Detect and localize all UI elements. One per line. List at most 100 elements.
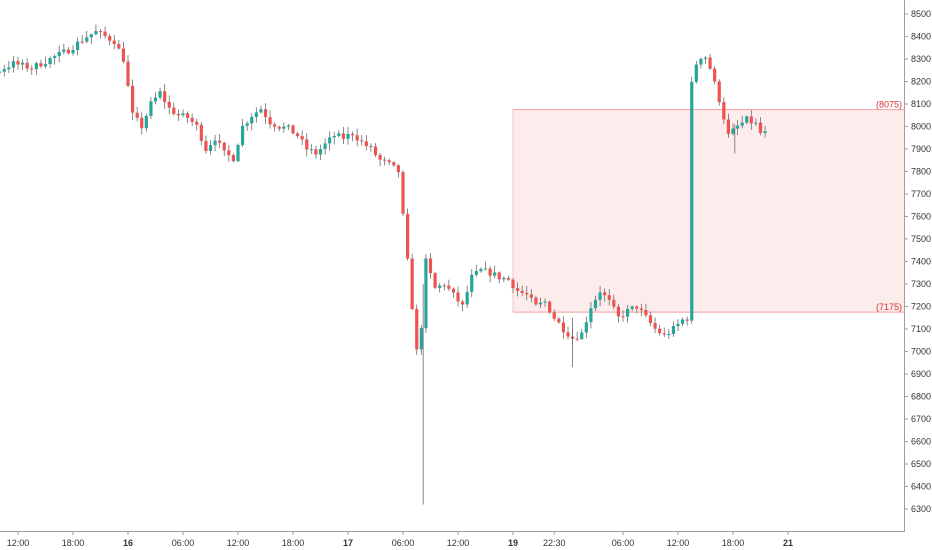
candle-body (658, 328, 662, 334)
candle-body (94, 31, 98, 35)
candle-body (153, 97, 158, 102)
candle-body (460, 301, 465, 305)
x-ticks-layer: 12:00 18:00 16 06:00 12:00 18:00 17 06:00 12:00 1… (7, 531, 793, 548)
candle-body (511, 279, 515, 289)
candle-body (130, 85, 135, 113)
y-tick-label: 7600 (911, 212, 931, 222)
x-tick-label: 18:00 (62, 538, 85, 548)
candle-body (415, 309, 419, 350)
zone-rectangle (513, 109, 904, 313)
candle-body (369, 146, 373, 148)
candle-body (515, 288, 520, 291)
candle-body (639, 308, 643, 311)
price-zone-layer: (8075) (7175) (512, 100, 904, 313)
candle-body (277, 126, 281, 129)
candle-body (644, 310, 648, 316)
candle-body (337, 133, 341, 136)
x-tick-label: 16 (123, 538, 133, 548)
candle-body (85, 37, 89, 42)
candle-body (213, 140, 217, 146)
candle-body (483, 268, 488, 270)
candle-body (20, 62, 25, 65)
y-tick-label: 7200 (911, 302, 931, 312)
candle-body (671, 326, 676, 335)
candle-body (717, 81, 721, 103)
candle-body (236, 144, 240, 162)
candle-body (286, 125, 291, 127)
candle-body (396, 165, 401, 173)
candle-body (401, 172, 405, 214)
candle-body (341, 133, 346, 139)
candle-body (497, 272, 501, 280)
candle-body (383, 159, 387, 161)
candle-body (71, 49, 75, 54)
candle-body (621, 316, 625, 318)
candle-body (749, 116, 753, 124)
y-tick-label: 7300 (911, 279, 931, 289)
candle-body (254, 112, 258, 117)
candle-body (493, 272, 497, 276)
candle-body (703, 57, 708, 59)
candle-body (350, 133, 355, 136)
candle-body (708, 57, 712, 69)
candle-body (328, 137, 332, 144)
y-ticks-layer: 8500 8400 8300 8200 8100 8000 7900 7800 7700 7600… (904, 9, 931, 514)
candle-body (433, 273, 437, 288)
candle-body (263, 109, 268, 118)
y-tick-label: 6400 (911, 482, 931, 492)
candle-body (89, 34, 93, 38)
y-tick-label: 6600 (911, 437, 931, 447)
candle-body (447, 285, 451, 289)
candle-body (557, 318, 561, 323)
candle-body (680, 319, 685, 324)
candle-body (392, 162, 396, 166)
y-tick-label: 8300 (911, 54, 931, 64)
x-tick-label: 22:30 (543, 538, 566, 548)
candle-body (598, 292, 602, 300)
x-tick-label: 19 (508, 538, 518, 548)
candle-body (268, 117, 272, 125)
candle-body (332, 135, 336, 138)
candle-body (250, 116, 254, 124)
y-tick-label: 7500 (911, 234, 931, 244)
candle-body (378, 155, 382, 160)
y-tick-label: 8000 (911, 122, 931, 132)
candle-body (30, 68, 34, 70)
x-tick-label: 12:00 (7, 538, 30, 548)
candle-body (66, 49, 71, 54)
candle-body (625, 308, 630, 317)
x-tick-label: 18:00 (722, 538, 745, 548)
candle-body (630, 306, 634, 309)
candle-body (520, 290, 524, 293)
candle-body (538, 302, 543, 305)
candle-body (465, 291, 469, 305)
candle-body (195, 121, 199, 125)
candle-body (502, 277, 506, 280)
candle-body (163, 91, 167, 102)
candle-body (451, 288, 456, 293)
candle-body (273, 124, 277, 127)
y-tick-label: 7800 (911, 167, 931, 177)
candle-body (176, 113, 181, 116)
candle-body (112, 40, 116, 45)
candle-body (167, 101, 171, 108)
candle-body (552, 312, 556, 319)
y-tick-label: 6700 (911, 414, 931, 424)
candle-body (222, 142, 226, 151)
candle-body (580, 332, 584, 340)
candle-body (323, 143, 327, 150)
candle-body (98, 31, 103, 33)
candle-body (208, 145, 213, 152)
candle-body (534, 297, 538, 305)
candle-body (419, 328, 423, 350)
candle-body (488, 268, 492, 276)
candle-body (603, 292, 607, 296)
candle-body (543, 301, 547, 303)
x-tick-label: 21 (783, 538, 793, 548)
candle-body (713, 68, 717, 82)
y-tick-label: 7900 (911, 144, 931, 154)
candle-body (57, 51, 61, 57)
candle-body (103, 31, 107, 37)
candle-body (204, 140, 208, 152)
